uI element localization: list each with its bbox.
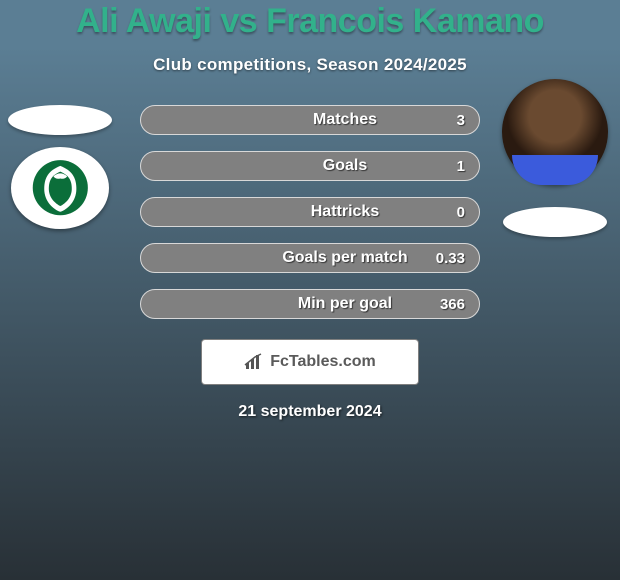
stat-row: Goals 1 bbox=[140, 151, 480, 181]
player-right bbox=[500, 105, 610, 237]
club-logo-placeholder-right bbox=[503, 207, 607, 237]
stat-label: Goals bbox=[261, 157, 429, 175]
stats-table: Matches 3 Goals 1 Hattricks 0 Goals per … bbox=[140, 105, 480, 319]
stat-row: Hattricks 0 bbox=[140, 197, 480, 227]
subtitle: Club competitions, Season 2024/2025 bbox=[153, 55, 467, 75]
stat-value: 1 bbox=[429, 158, 465, 175]
page-title: Ali Awaji vs Francois Kamano bbox=[76, 2, 544, 41]
comparison-card: Ali Awaji vs Francois Kamano Club compet… bbox=[0, 0, 620, 580]
player-left bbox=[5, 105, 115, 229]
stat-label: Matches bbox=[261, 111, 429, 129]
source-logo: FcTables.com bbox=[201, 339, 419, 385]
stat-label: Min per goal bbox=[261, 295, 429, 313]
date: 21 september 2024 bbox=[0, 403, 620, 421]
stat-row: Matches 3 bbox=[140, 105, 480, 135]
shield-icon bbox=[26, 159, 95, 216]
club-logo-left bbox=[11, 147, 109, 229]
stat-row: Min per goal 366 bbox=[140, 289, 480, 319]
stat-label: Hattricks bbox=[261, 203, 429, 221]
player-photo-placeholder-left bbox=[8, 105, 112, 135]
stat-value: 366 bbox=[429, 296, 465, 313]
bar-chart-icon bbox=[244, 353, 264, 371]
stat-row: Goals per match 0.33 bbox=[140, 243, 480, 273]
player-photo-right bbox=[502, 79, 608, 185]
source-logo-text: FcTables.com bbox=[270, 353, 376, 371]
content: Matches 3 Goals 1 Hattricks 0 Goals per … bbox=[0, 105, 620, 421]
stat-value: 3 bbox=[429, 112, 465, 129]
stat-label: Goals per match bbox=[261, 249, 429, 267]
stat-value: 0 bbox=[429, 204, 465, 221]
stat-value: 0.33 bbox=[429, 250, 465, 267]
